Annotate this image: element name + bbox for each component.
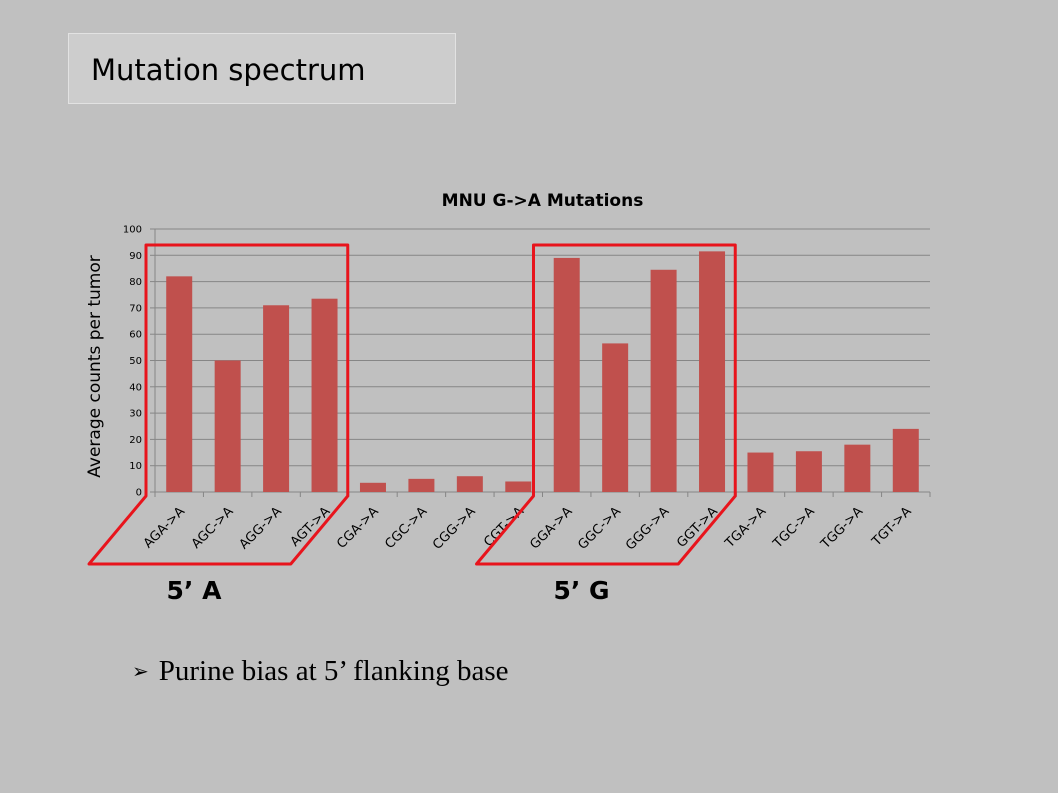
x-tick-label: TGA->A: [722, 504, 770, 552]
x-tick-label: GGC->A: [575, 504, 624, 553]
bar: [844, 444, 871, 492]
x-tick-label: AGT->A: [288, 504, 334, 550]
y-axis-label: Average counts per tumor: [85, 255, 105, 477]
x-tick-label: TGG->A: [818, 504, 867, 553]
bar: [553, 257, 580, 492]
slide-title: Mutation spectrum: [91, 53, 366, 87]
title-box: Mutation spectrum: [68, 33, 456, 104]
bullet-item: ➢ Purine bias at 5’ flanking base: [132, 655, 509, 688]
bar: [650, 269, 677, 492]
highlight-box-2: [475, 243, 737, 566]
bar: [311, 298, 338, 492]
bar: [795, 451, 822, 492]
y-tick-label: 100: [123, 225, 142, 236]
y-tick-label: 20: [129, 435, 142, 446]
group-label-2: 5’ G: [553, 576, 609, 605]
bar: [214, 360, 241, 492]
bar: [602, 343, 629, 492]
bar: [166, 276, 193, 492]
y-tick-label: 60: [129, 330, 142, 341]
bar: [747, 452, 774, 492]
y-tick-label: 80: [129, 277, 142, 288]
y-tick-label: 0: [136, 488, 142, 499]
bar: [505, 481, 532, 492]
arrow-bullet-icon: ➢: [132, 659, 149, 683]
bar: [263, 305, 290, 492]
bar: [892, 428, 919, 492]
bar: [408, 478, 435, 492]
highlight-box-1: [87, 243, 350, 566]
x-tick-label: CGC->A: [382, 504, 430, 552]
bar: [456, 476, 483, 492]
y-tick-label: 10: [129, 461, 142, 472]
x-tick-label: AGA->A: [141, 504, 188, 551]
x-tick-label: CGG->A: [430, 504, 479, 553]
y-tick-label: 70: [129, 303, 142, 314]
x-tick-label: CGA->A: [334, 504, 382, 552]
x-tick-label: TGC->A: [770, 504, 818, 552]
x-tick-label: GGA->A: [527, 504, 575, 552]
x-tick-label: GGT->A: [674, 504, 721, 551]
y-tick-label: 30: [129, 409, 142, 420]
bullet-text: Purine bias at 5’ flanking base: [158, 655, 509, 687]
x-tick-label: AGG->A: [237, 504, 285, 552]
chart-title: MNU G->A Mutations: [442, 191, 644, 211]
y-tick-label: 40: [129, 382, 142, 393]
bar: [359, 482, 386, 492]
x-tick-label: AGC->A: [189, 504, 237, 552]
x-tick-label: GGG->A: [623, 504, 672, 553]
y-tick-label: 90: [129, 251, 142, 262]
bar: [699, 251, 726, 492]
group-label-1: 5’ A: [167, 576, 223, 605]
y-tick-label: 50: [129, 356, 142, 367]
x-tick-label: TGT->A: [869, 504, 915, 550]
